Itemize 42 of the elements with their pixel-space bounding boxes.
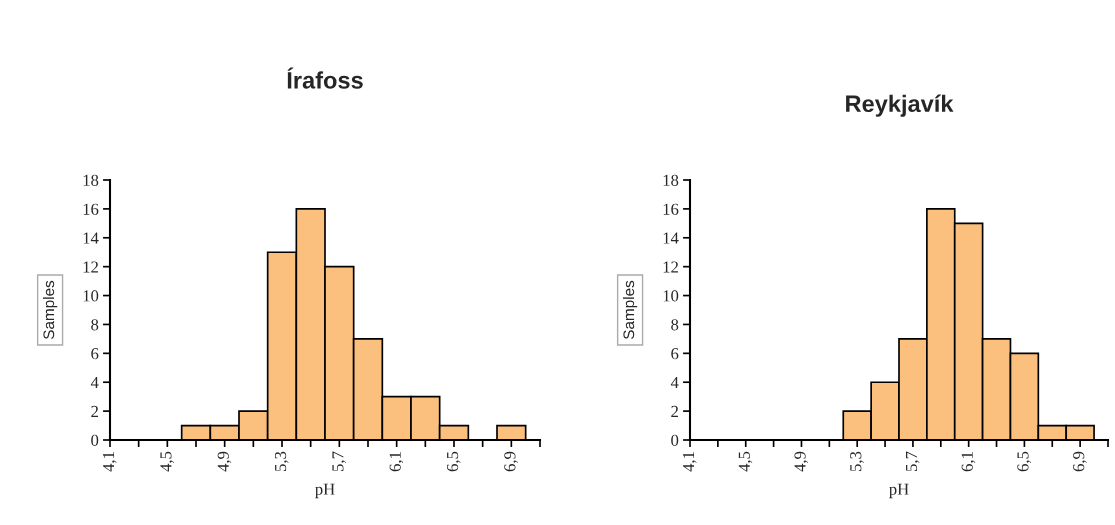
- x-tick-label: 4,1: [683, 452, 697, 472]
- y-tick-label: 4: [90, 377, 99, 388]
- y-tick-label: 6: [91, 348, 99, 360]
- y-tick-label: 2: [91, 405, 98, 417]
- y-tick-label: 16: [83, 203, 99, 215]
- y-tick-label: 0: [671, 434, 679, 446]
- y-tick-label: 10: [663, 290, 679, 302]
- chart-title: Írafoss: [287, 67, 363, 89]
- x-tick-label: 5,3: [274, 451, 289, 471]
- y-tick-label: 4: [670, 377, 679, 388]
- y-tick-label: 6: [671, 348, 679, 360]
- x-tick-label: 6,9: [504, 451, 518, 472]
- x-tick-label: 6,5: [1017, 451, 1031, 472]
- y-tick-label: 2: [671, 405, 678, 417]
- x-tick-label: 5,7: [332, 451, 346, 471]
- chart-title: Reykjavík: [846, 94, 954, 117]
- x-tick-label: 6,5: [446, 451, 461, 472]
- x-tick-label: 4,9: [217, 451, 232, 472]
- y-tick-label: 18: [83, 174, 99, 186]
- x-tick-label: 4,5: [738, 451, 753, 472]
- x-axis-title: pH: [315, 483, 335, 499]
- y-tick-label: 16: [663, 203, 679, 215]
- y-tick-label: 0: [91, 434, 99, 446]
- x-tick-label: 5,7: [906, 451, 920, 471]
- y-tick-label: 14: [83, 232, 99, 244]
- x-tick-label: 5,3: [850, 451, 864, 471]
- y-axis-title: Samples: [42, 280, 58, 340]
- x-tick-label: 6,1: [961, 452, 976, 472]
- x-tick-label: 4,9: [794, 451, 809, 472]
- y-tick-label: 14: [663, 232, 679, 244]
- y-tick-label: 8: [671, 319, 679, 331]
- y-tick-label: 12: [663, 261, 678, 273]
- y-tick-label: 12: [83, 261, 98, 273]
- y-tick-label: 18: [663, 174, 679, 186]
- y-tick-label: 8: [91, 319, 99, 331]
- x-tick-label: 4,1: [103, 452, 117, 472]
- y-tick-label: 10: [83, 290, 99, 302]
- x-tick-label: 6,9: [1073, 451, 1087, 472]
- y-axis-title: Samples: [622, 280, 638, 340]
- x-tick-label: 4,5: [160, 451, 174, 472]
- x-axis-title: pH: [889, 483, 909, 499]
- x-tick-label: 6,1: [389, 452, 404, 472]
